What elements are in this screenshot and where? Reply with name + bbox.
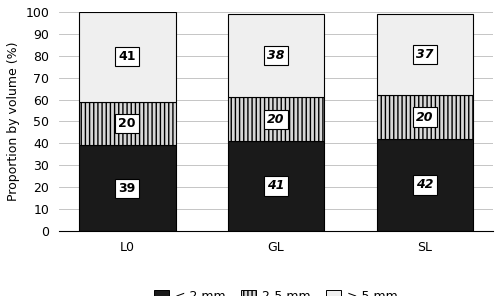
Text: 20: 20 bbox=[416, 110, 434, 123]
Text: 42: 42 bbox=[416, 178, 434, 192]
Bar bbox=[228, 141, 324, 231]
Bar bbox=[79, 12, 176, 102]
Text: 38: 38 bbox=[268, 49, 285, 62]
Text: 37: 37 bbox=[416, 48, 434, 61]
Legend: < 2 mm, 2-5 mm, > 5 mm: < 2 mm, 2-5 mm, > 5 mm bbox=[149, 285, 403, 296]
Text: 20: 20 bbox=[268, 113, 285, 126]
Bar bbox=[79, 146, 176, 231]
Bar bbox=[228, 97, 324, 141]
Bar bbox=[376, 14, 474, 95]
Text: 39: 39 bbox=[118, 182, 136, 195]
Y-axis label: Proportion by volume (%): Proportion by volume (%) bbox=[7, 42, 20, 201]
Bar bbox=[228, 14, 324, 97]
Bar bbox=[79, 102, 176, 146]
Text: 41: 41 bbox=[268, 179, 285, 192]
Bar bbox=[376, 95, 474, 139]
Bar bbox=[376, 139, 474, 231]
Text: 41: 41 bbox=[118, 50, 136, 63]
Text: 20: 20 bbox=[118, 117, 136, 130]
